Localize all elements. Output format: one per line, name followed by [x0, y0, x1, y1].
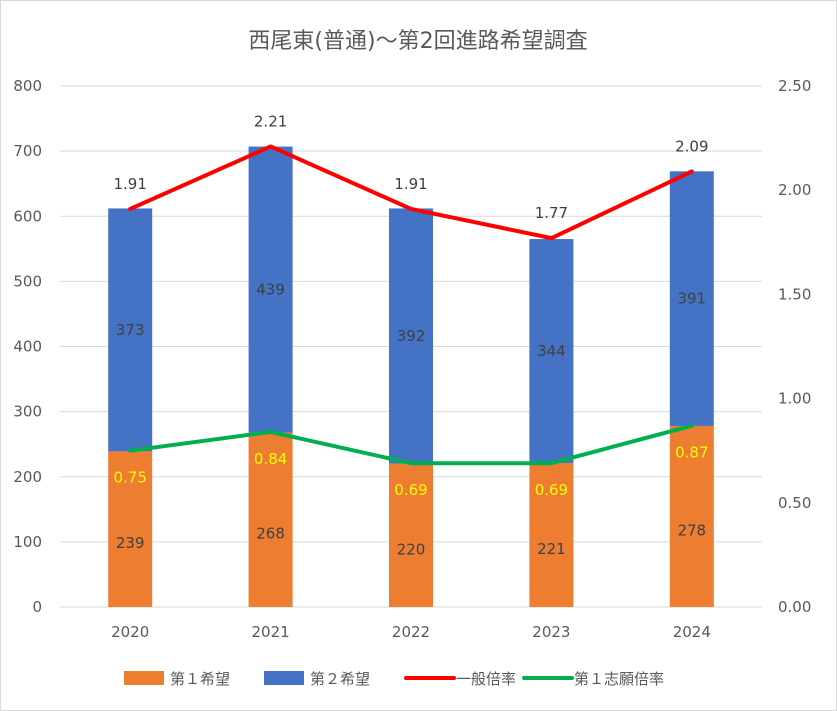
line-data-label: 2.21	[254, 112, 287, 130]
line-data-label: 1.91	[394, 175, 427, 193]
line-data-label: 0.69	[535, 481, 568, 499]
line-data-label: 0.69	[394, 481, 427, 499]
left-axis-tick-label: 700	[13, 142, 42, 160]
right-axis-tick-label: 0.50	[778, 494, 811, 512]
bar-data-label: 220	[397, 540, 426, 558]
legend-label: 第２希望	[310, 670, 370, 688]
bar-data-label: 278	[677, 521, 706, 539]
legend-swatch	[264, 671, 304, 685]
line-series	[128, 144, 694, 466]
line-data-labels: 1.91 2.21 1.91 1.77 2.09 0.75 0.84 0.69 0.69 0.87	[113, 112, 708, 499]
legend-label: 第１志願倍率	[574, 670, 664, 688]
x-axis-tick-label: 2023	[532, 623, 570, 641]
bar-data-label: 391	[677, 290, 706, 308]
right-axis-tick-label: 2.00	[778, 181, 811, 199]
line-data-label: 2.09	[675, 137, 708, 155]
bar	[248, 432, 293, 607]
bar-data-label: 344	[537, 342, 566, 360]
line-data-label: 0.87	[675, 444, 708, 462]
line-data-label: 0.75	[113, 469, 146, 487]
bar	[248, 146, 293, 433]
x-axis-tick-label: 2022	[392, 623, 430, 641]
left-axis-tick-label: 200	[13, 468, 42, 486]
left-axis-tick-label: 600	[13, 207, 42, 225]
bar	[389, 208, 433, 464]
series-line	[128, 144, 694, 241]
line-data-label: 0.84	[254, 450, 287, 468]
bar	[108, 208, 153, 452]
chart-title: 西尾東(普通)～第2回進路希望調査	[248, 29, 587, 54]
right-axis-ticks: 0.00 0.50 1.00 1.50 2.00 2.50	[778, 77, 811, 616]
bar-data-label: 439	[256, 281, 285, 299]
legend-label: 一般倍率	[456, 670, 516, 688]
right-axis-tick-label: 1.00	[778, 390, 811, 408]
bar	[389, 463, 433, 607]
legend: 第１希望 第２希望 一般倍率 第１志願倍率	[124, 670, 664, 688]
x-axis-tick-label: 2021	[252, 623, 290, 641]
x-axis-ticks: 2020 2021 2022 2023 2024	[111, 623, 711, 641]
left-axis-tick-label: 0	[32, 598, 42, 616]
left-axis-tick-label: 100	[13, 533, 42, 551]
legend-label: 第１希望	[170, 670, 230, 688]
left-axis-tick-label: 500	[13, 272, 42, 290]
line-data-label: 1.77	[535, 204, 568, 222]
bar	[669, 171, 714, 426]
x-axis-tick-label: 2024	[673, 623, 711, 641]
right-axis-tick-label: 2.50	[778, 77, 811, 95]
bar	[529, 239, 574, 464]
series-line	[128, 423, 694, 466]
legend-swatch	[124, 671, 164, 685]
left-axis-ticks: 0 100 200 300 400 500 600 700 800	[13, 77, 42, 616]
bar-data-label: 239	[116, 534, 145, 552]
bar-data-label: 392	[397, 327, 426, 345]
bar	[529, 463, 574, 607]
bar-data-label: 221	[537, 540, 566, 558]
left-axis-tick-label: 400	[13, 338, 42, 356]
bar-data-labels: 239 373 268 439 220 392 221 344 278 391	[116, 281, 706, 559]
bar	[108, 451, 153, 607]
bar-series	[108, 146, 714, 607]
bar	[669, 425, 714, 607]
bar-data-label: 373	[116, 321, 145, 339]
left-axis-tick-label: 800	[13, 77, 42, 95]
right-axis-tick-label: 0.00	[778, 598, 811, 616]
line-data-label: 1.91	[113, 175, 146, 193]
right-axis-tick-label: 1.50	[778, 285, 811, 303]
bar-data-label: 268	[256, 525, 285, 543]
left-axis-tick-label: 300	[13, 403, 42, 421]
x-axis-tick-label: 2020	[111, 623, 149, 641]
